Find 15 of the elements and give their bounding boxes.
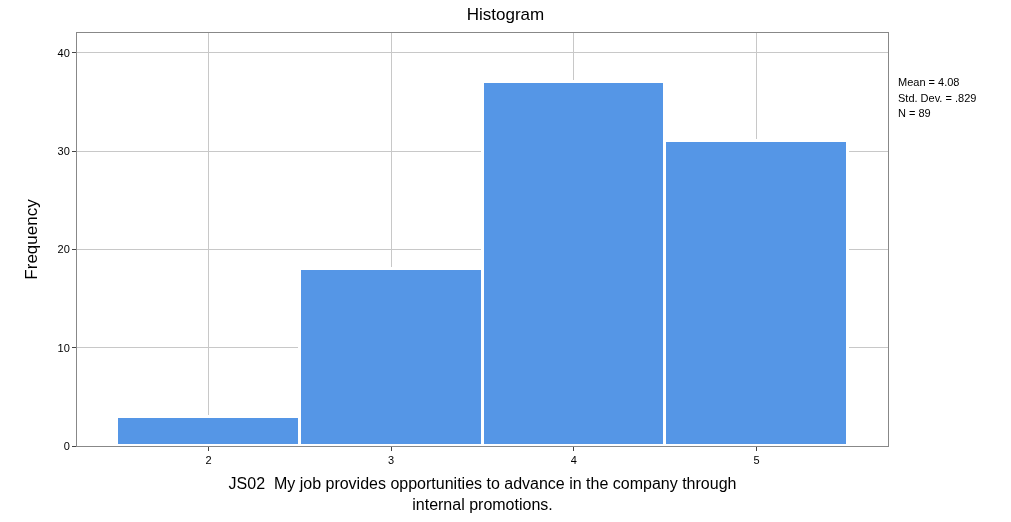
y-tick-label: 30: [57, 144, 70, 157]
y-tick-label: 40: [57, 46, 70, 59]
y-tick-label: 10: [57, 341, 70, 354]
x-tick-label: 4: [570, 454, 577, 467]
text: Std. Dev. = .829: [898, 92, 977, 104]
text: Mean = 4.08: [898, 76, 960, 88]
chart-title: Histogram: [466, 4, 545, 24]
x-tick-label: 5: [753, 454, 760, 467]
x-tick-label: 3: [388, 454, 395, 467]
y-axis-title: Frequency: [22, 198, 42, 280]
x-axis-title: JS02 My job provides opportunities to advance in the company through internal promotions.: [228, 474, 737, 513]
text: N = 89: [898, 107, 931, 119]
y-tick-label: 20: [57, 243, 70, 256]
y-tick-label: 0: [63, 439, 70, 452]
x-tick-label: 2: [205, 454, 212, 467]
